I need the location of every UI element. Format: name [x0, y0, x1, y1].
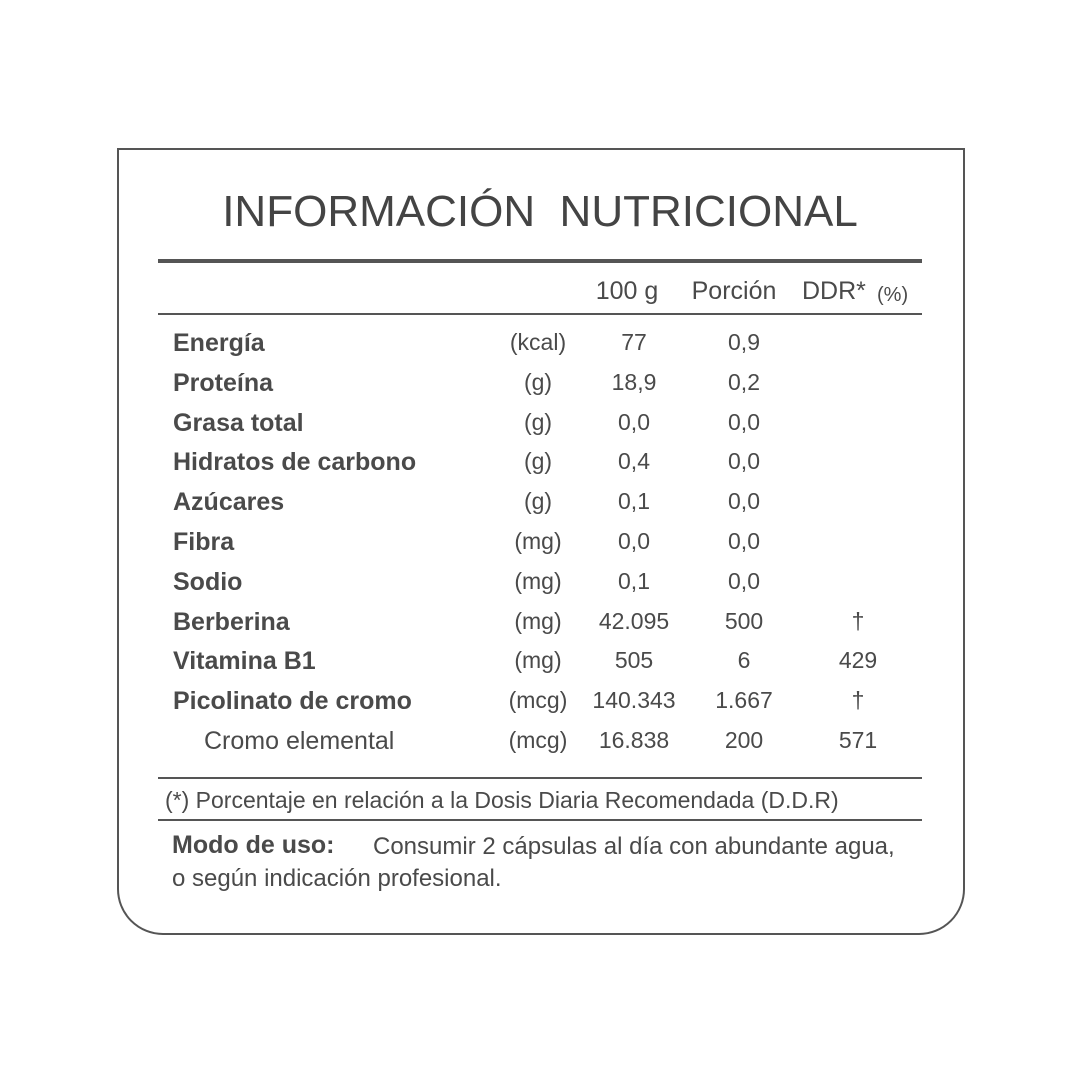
- row-per100: 0,0: [618, 408, 650, 435]
- row-portion: 6: [737, 647, 751, 674]
- row-per100: 0,1: [618, 567, 650, 594]
- row-portion: 200: [724, 727, 764, 753]
- row-per100: 18,9: [611, 368, 657, 395]
- usage-label: Modo de uso:: [172, 831, 335, 859]
- row-portion: 0,0: [728, 528, 760, 554]
- row-name: Cromo elemental: [204, 727, 395, 755]
- header-ddr: DDR*: [802, 277, 866, 305]
- row-ddr: 571: [838, 727, 878, 753]
- rule: [158, 777, 922, 779]
- row-unit: (mg): [514, 647, 562, 674]
- header-ddr-unit: (%): [877, 284, 909, 306]
- row-name: Proteína: [173, 368, 274, 397]
- row-name: Picolinato de cromo: [173, 687, 412, 716]
- row-ddr: †: [851, 607, 865, 634]
- rule: [158, 819, 922, 821]
- row-portion: 0,0: [728, 567, 760, 594]
- usage-text: Consumir 2 cápsulas al día con abundante…: [373, 833, 895, 860]
- row-portion: 0,0: [728, 448, 760, 475]
- row-ddr: †: [851, 687, 865, 714]
- row-per100: 0,0: [618, 528, 650, 554]
- usage-text: o según indicación profesional.: [172, 865, 502, 892]
- row-ddr: 429: [838, 647, 878, 674]
- row-name: Vitamina B1: [173, 647, 316, 676]
- row-portion: 0,0: [728, 408, 760, 435]
- row-name: Hidratos de carbono: [173, 448, 417, 477]
- row-per100: 505: [614, 647, 654, 674]
- row-unit: (mcg): [508, 687, 568, 714]
- row-per100: 77: [621, 329, 647, 355]
- row-unit: (mg): [514, 567, 562, 594]
- row-portion: 0,0: [728, 488, 760, 515]
- row-unit: (mcg): [508, 727, 568, 753]
- footnote: (*) Porcentaje en relación a la Dosis Di…: [165, 787, 839, 813]
- row-name: Energía: [173, 329, 265, 357]
- thick-rule: [158, 259, 922, 263]
- row-unit: (kcal): [509, 329, 567, 355]
- row-name: Sodio: [173, 567, 243, 596]
- row-unit: (mg): [514, 607, 562, 634]
- row-portion: 500: [724, 607, 764, 634]
- row-unit: (g): [523, 488, 553, 515]
- row-unit: (g): [523, 368, 553, 395]
- row-portion: 0,2: [728, 368, 760, 395]
- row-per100: 16.838: [598, 727, 670, 753]
- title: INFORMACIÓN NUTRICIONAL: [222, 187, 858, 236]
- row-unit: (mg): [514, 528, 562, 554]
- label-frame: [117, 148, 965, 935]
- row-name: Azúcares: [173, 488, 285, 517]
- row-per100: 140.343: [592, 687, 676, 714]
- rule: [158, 313, 922, 315]
- row-portion: 1.667: [715, 687, 773, 714]
- row-name: Grasa total: [173, 408, 304, 437]
- row-unit: (g): [523, 448, 553, 475]
- row-per100: 0,4: [618, 448, 650, 475]
- header-100g: 100 g: [595, 277, 659, 305]
- row-name: Berberina: [173, 607, 290, 636]
- row-per100: 0,1: [618, 488, 650, 515]
- header-portion: Porción: [691, 277, 777, 305]
- row-per100: 42.095: [598, 607, 670, 634]
- row-name: Fibra: [173, 528, 235, 556]
- row-portion: 0,9: [728, 329, 760, 355]
- row-unit: (g): [523, 408, 553, 435]
